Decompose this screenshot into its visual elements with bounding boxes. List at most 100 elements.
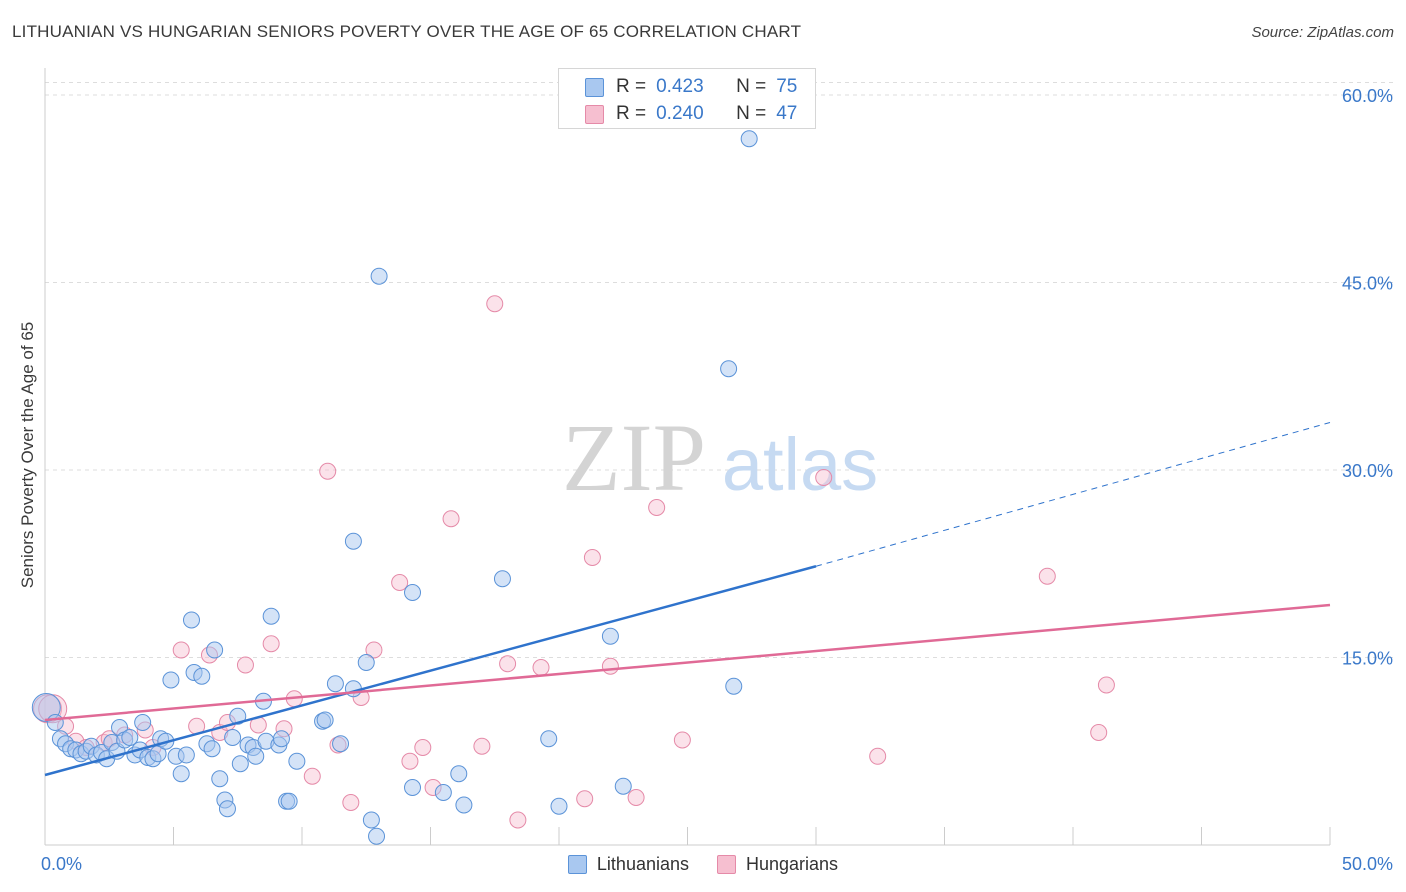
lithuanians-point bbox=[172, 765, 190, 783]
lithuanians-point bbox=[450, 765, 468, 783]
y-tick-label: 60.0% bbox=[1342, 86, 1393, 106]
y-tick-label: 30.0% bbox=[1342, 461, 1393, 481]
tick-labels: 15.0% 30.0% 45.0% 60.0% 0.0% 50.0% bbox=[41, 86, 1393, 874]
lithuanians-point bbox=[326, 675, 344, 693]
lithuanians-point bbox=[262, 607, 280, 625]
lithuanians-point bbox=[332, 735, 350, 753]
lithuanians-point bbox=[46, 714, 64, 731]
x-tick-label: 50.0% bbox=[1342, 854, 1393, 874]
n-label: N = bbox=[736, 76, 767, 97]
hungarians-point bbox=[499, 655, 517, 673]
lithuanians-point bbox=[229, 707, 247, 725]
legend-label: Lithuanians bbox=[596, 853, 689, 874]
lithuanians-point bbox=[211, 770, 229, 788]
lithuanians-legend-swatch bbox=[567, 854, 587, 874]
hungarians-point bbox=[648, 499, 666, 516]
stats-legend: R = 0.423 N = 75 R = 0.240 N = 47 bbox=[558, 68, 816, 129]
lithuanians-point bbox=[203, 740, 221, 758]
hungarians-point bbox=[601, 657, 619, 675]
hungarians-point bbox=[532, 659, 550, 676]
lithuanians-points bbox=[31, 130, 758, 845]
hungarians-point bbox=[1090, 724, 1108, 741]
hungarians-point bbox=[401, 752, 419, 770]
lithuanians-point bbox=[455, 796, 473, 814]
lithuanians-point bbox=[121, 729, 139, 746]
hungarians-point bbox=[342, 794, 360, 811]
hungarians-point bbox=[486, 295, 504, 313]
legend-item-hungarians[interactable]: Hungarians bbox=[717, 854, 838, 875]
watermark-zip: ZIP bbox=[562, 404, 706, 511]
series-legend: Lithuanians Hungarians bbox=[0, 852, 1406, 876]
legend-item-lithuanians[interactable]: Lithuanians bbox=[567, 853, 689, 875]
hungarians-point bbox=[442, 510, 460, 528]
lithuanians-trend-extension bbox=[815, 422, 1331, 567]
lithuanians-point bbox=[368, 827, 386, 845]
lithuanians-point bbox=[206, 641, 224, 659]
hungarians-point bbox=[815, 469, 833, 486]
hungarians-point bbox=[673, 731, 691, 749]
hungarians-point bbox=[509, 811, 527, 829]
r-label: R = bbox=[616, 103, 647, 124]
lithuanians-point bbox=[493, 570, 511, 588]
lithuanians-point bbox=[177, 746, 195, 764]
lithuanians-point bbox=[344, 532, 362, 550]
hungarians-points bbox=[33, 295, 1115, 829]
lithuanians-point bbox=[162, 671, 180, 689]
lithuanians-point bbox=[362, 811, 380, 829]
lithuanians-point bbox=[316, 711, 334, 729]
lithuanians-point bbox=[404, 779, 422, 796]
source-label: Source: ZipAtlas.com bbox=[1251, 24, 1394, 41]
n-value: 75 bbox=[776, 76, 798, 97]
stats-row-lithuanians: R = 0.423 N = 75 bbox=[585, 75, 797, 99]
hungarians-legend-swatch bbox=[717, 854, 736, 874]
n-label: N = bbox=[736, 103, 767, 124]
r-value: 0.423 bbox=[656, 76, 704, 97]
hungarians-point bbox=[1038, 567, 1056, 585]
hungarians-point bbox=[319, 462, 337, 480]
hungarians-point bbox=[576, 790, 594, 808]
lithuanians-point bbox=[740, 130, 758, 148]
gridlines bbox=[45, 82, 1395, 658]
lithuanians-point bbox=[434, 784, 452, 801]
r-label: R = bbox=[616, 76, 647, 97]
axes bbox=[44, 68, 1331, 846]
hungarians-point bbox=[172, 641, 190, 659]
watermark-atlas: atlas bbox=[722, 423, 878, 506]
legend-label: Hungarians bbox=[746, 853, 839, 874]
y-axis-label: Seniors Poverty Over the Age of 65 bbox=[18, 321, 37, 589]
lithuanians-point bbox=[725, 677, 743, 695]
hungarians-point bbox=[262, 635, 280, 653]
lithuanians-point bbox=[182, 611, 200, 629]
hungarians-point bbox=[303, 767, 321, 785]
watermark: ZIP atlas bbox=[562, 404, 878, 511]
lithuanians-point bbox=[280, 792, 298, 810]
x-tick-label: 0.0% bbox=[41, 854, 82, 874]
lithuanians-point bbox=[134, 714, 152, 731]
hungarians-point bbox=[869, 747, 887, 765]
chart-title: LITHUANIAN VS HUNGARIAN SENIORS POVERTY … bbox=[12, 22, 802, 41]
lithuanians-point bbox=[224, 729, 242, 746]
lithuanians-point bbox=[247, 747, 265, 765]
hungarians-swatch bbox=[585, 104, 604, 124]
lithuanians-point bbox=[218, 800, 236, 818]
lithuanians-point bbox=[231, 755, 249, 773]
lithuanians-point bbox=[272, 730, 290, 748]
lithuanians-point bbox=[404, 584, 422, 601]
lithuanians-point bbox=[357, 654, 375, 671]
lithuanians-point bbox=[288, 752, 306, 770]
lithuanians-point bbox=[720, 360, 738, 378]
hungarians-trend-line bbox=[44, 603, 1331, 722]
r-value: 0.240 bbox=[656, 103, 704, 124]
hungarians-point bbox=[1097, 676, 1115, 694]
lithuanians-trend-line bbox=[44, 565, 817, 777]
hungarians-point bbox=[391, 574, 409, 591]
lithuanians-point bbox=[550, 797, 568, 815]
y-tick-label: 45.0% bbox=[1342, 274, 1393, 294]
y-tick-label: 15.0% bbox=[1342, 649, 1393, 669]
hungarians-point bbox=[583, 549, 601, 566]
lithuanians-swatch bbox=[585, 77, 604, 97]
hungarians-point bbox=[365, 641, 383, 659]
lithuanians-point bbox=[601, 627, 619, 645]
lithuanians-point bbox=[193, 667, 211, 685]
